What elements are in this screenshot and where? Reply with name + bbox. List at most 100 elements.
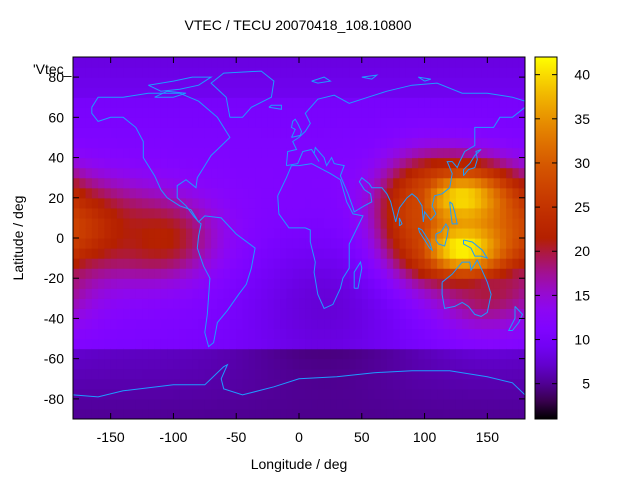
heatmap-cell <box>330 288 338 299</box>
heatmap-cell <box>468 127 476 139</box>
heatmap-cell <box>160 328 168 340</box>
heatmap-cell <box>499 368 507 380</box>
heatmap-cell <box>342 278 350 289</box>
heatmap-cell <box>242 97 250 108</box>
heatmap-cell <box>424 318 432 330</box>
heatmap-cell <box>487 328 495 340</box>
heatmap-cell <box>324 298 331 309</box>
heatmap-cell <box>386 117 394 128</box>
heatmap-cell <box>192 147 200 159</box>
heatmap-cell <box>455 328 463 340</box>
heatmap-cell <box>474 378 482 390</box>
heatmap-cell <box>236 167 244 179</box>
heatmap-cell <box>160 278 168 289</box>
heatmap-cell <box>91 298 99 309</box>
heatmap-cell <box>167 57 175 68</box>
heatmap-cell <box>211 137 218 149</box>
heatmap-cell <box>229 308 237 320</box>
heatmap-cell <box>430 137 438 149</box>
heatmap-cell <box>135 368 143 380</box>
heatmap-cell <box>443 127 451 139</box>
heatmap-cell <box>273 348 281 360</box>
heatmap-cell <box>405 328 413 340</box>
heatmap-cell <box>299 368 306 380</box>
heatmap-cell <box>311 238 319 249</box>
heatmap-cell <box>330 167 338 179</box>
heatmap-cell <box>449 127 457 139</box>
heatmap-cell <box>85 328 93 340</box>
heatmap-cell <box>179 308 187 320</box>
heatmap-cell <box>236 77 244 88</box>
heatmap-cell <box>386 167 394 179</box>
heatmap-cell <box>223 147 231 159</box>
heatmap-cell <box>493 97 501 108</box>
heatmap-cell <box>405 288 413 299</box>
heatmap-cell <box>330 227 338 239</box>
heatmap-cell <box>236 147 244 159</box>
heatmap-cell <box>91 358 99 370</box>
heatmap-cell <box>499 348 507 360</box>
heatmap-cell <box>179 368 187 380</box>
heatmap-cell <box>412 378 419 390</box>
heatmap-cell <box>286 378 294 390</box>
heatmap-cell <box>204 167 212 179</box>
heatmap-cell <box>311 87 319 98</box>
heatmap-cell <box>142 77 149 88</box>
heatmap-cell <box>512 248 520 259</box>
heatmap-cell <box>217 187 225 199</box>
heatmap-cell <box>110 338 118 350</box>
heatmap-cell <box>386 87 394 98</box>
heatmap-cell <box>116 57 124 68</box>
heatmap-cell <box>116 368 124 380</box>
heatmap-cell <box>317 137 325 149</box>
heatmap-cell <box>468 278 476 289</box>
heatmap-cell <box>79 197 87 209</box>
heatmap-cell <box>361 67 369 78</box>
heatmap-cell <box>217 177 225 189</box>
heatmap-cell <box>167 127 175 139</box>
heatmap-cell <box>280 67 288 78</box>
heatmap-cell <box>123 248 131 259</box>
heatmap-cell <box>342 308 350 320</box>
heatmap-cell <box>374 137 382 149</box>
heatmap-cell <box>317 388 325 400</box>
heatmap-cell <box>324 147 331 159</box>
heatmap-cell <box>73 187 80 199</box>
heatmap-cell <box>255 258 262 269</box>
heatmap-cell <box>116 278 124 289</box>
heatmap-cell <box>518 207 525 219</box>
heatmap-cell <box>292 67 300 78</box>
heatmap-cell <box>311 328 319 340</box>
heatmap-cell <box>330 318 338 330</box>
heatmap-cell <box>299 167 306 179</box>
heatmap-cell <box>129 167 137 179</box>
heatmap-cell <box>512 278 520 289</box>
heatmap-cell <box>330 187 338 199</box>
heatmap-cell <box>355 268 363 279</box>
heatmap-cell <box>468 248 476 259</box>
heatmap-cell <box>430 278 438 289</box>
heatmap-cell <box>518 348 525 360</box>
heatmap-cell <box>160 398 168 410</box>
heatmap-cell <box>493 77 501 88</box>
heatmap-cell <box>154 57 162 68</box>
heatmap-cell <box>229 318 237 330</box>
heatmap-cell <box>173 127 181 139</box>
heatmap-cell <box>380 157 388 169</box>
heatmap-cell <box>292 117 300 128</box>
heatmap-cell <box>280 288 288 299</box>
heatmap-cell <box>173 248 181 259</box>
heatmap-cell <box>499 227 507 239</box>
heatmap-cell <box>292 258 300 269</box>
heatmap-cell <box>449 57 457 68</box>
heatmap-cell <box>261 238 269 249</box>
heatmap-cell <box>267 288 275 299</box>
heatmap-cell <box>167 278 175 289</box>
heatmap-cell <box>198 87 206 98</box>
heatmap-cell <box>273 147 281 159</box>
heatmap-cell <box>204 147 212 159</box>
heatmap-cell <box>85 278 93 289</box>
heatmap-cell <box>430 308 438 320</box>
heatmap-cell <box>142 408 149 419</box>
heatmap-cell <box>116 248 124 259</box>
